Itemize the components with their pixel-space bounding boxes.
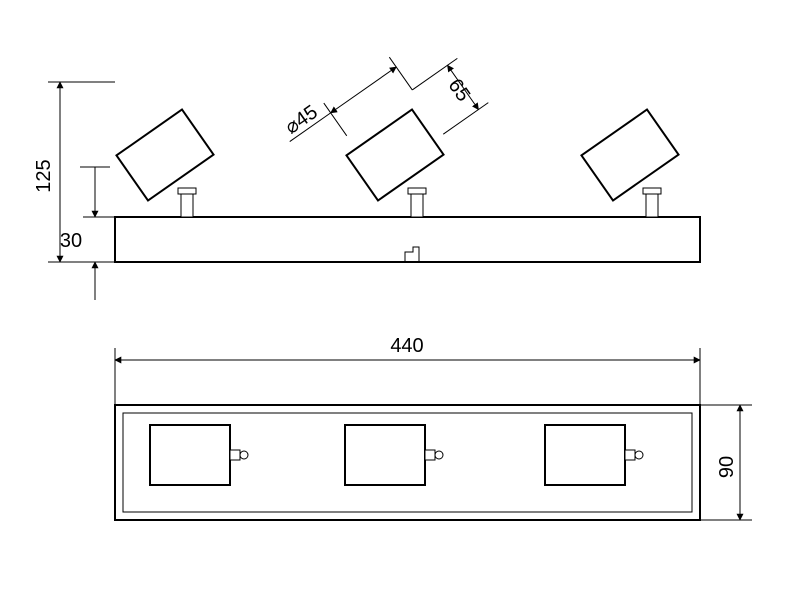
side-view <box>115 110 700 262</box>
spotlight-side <box>346 110 443 201</box>
dim-45-label: ⌀45 <box>281 101 322 139</box>
technical-drawing: 125 30 ⌀45 65 <box>0 0 800 600</box>
dim-30: 30 <box>60 167 115 300</box>
top-view <box>115 405 700 520</box>
spotlight-side <box>581 110 678 201</box>
spotlight-stem <box>643 188 661 217</box>
spotlight-stem <box>408 188 426 217</box>
dim-65-label: 65 <box>444 75 475 106</box>
spotlight-side <box>116 110 213 201</box>
dim-125-label: 125 <box>33 159 55 192</box>
dim-440-label: 440 <box>390 335 423 357</box>
spotlight-stem <box>178 188 196 217</box>
dim-90-label: 90 <box>716 456 738 478</box>
dim-30-label: 30 <box>60 230 82 252</box>
base-bar <box>115 217 700 262</box>
dim-440: 440 <box>115 335 700 405</box>
dim-90: 90 <box>700 405 752 520</box>
